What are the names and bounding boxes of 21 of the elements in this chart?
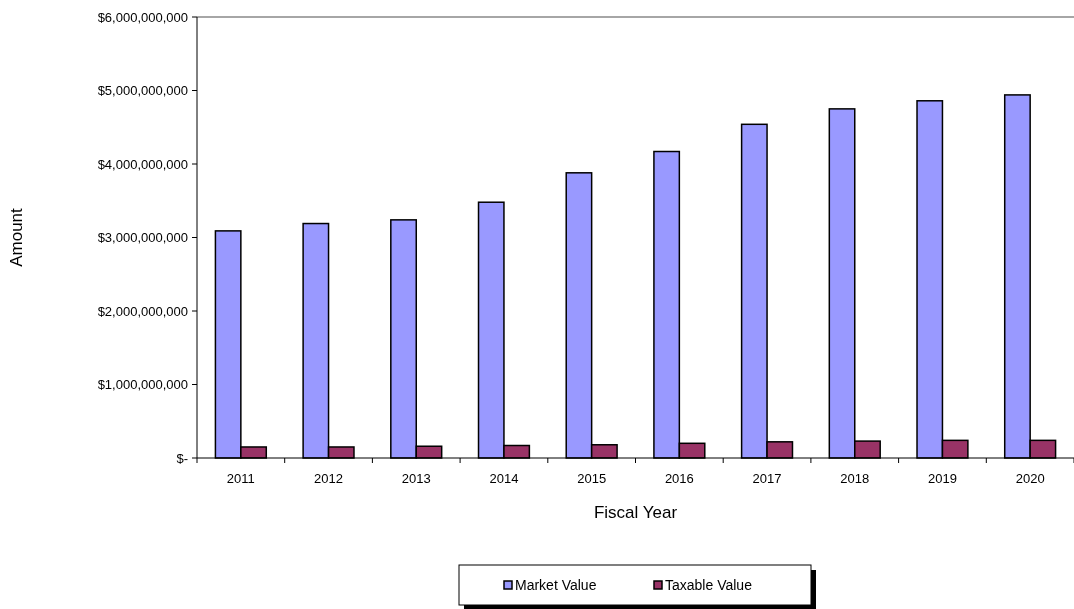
x-tick-label: 2019 xyxy=(927,471,957,486)
legend-label: Market Value xyxy=(515,576,597,593)
x-tick-label: 2017 xyxy=(752,471,782,486)
x-tick-label: 2012 xyxy=(314,471,344,486)
y-tick-label: $- xyxy=(176,450,188,466)
y-tick-label: $1,000,000,000 xyxy=(97,377,188,393)
x-tick-label: 2013 xyxy=(401,471,431,486)
x-tick-label: 2020 xyxy=(1015,471,1045,486)
x-tick-label: 2015 xyxy=(577,471,607,486)
y-tick-label: $3,000,000,000 xyxy=(97,230,188,246)
x-axis-title: Fiscal Year xyxy=(593,503,678,522)
y-tick-label: $4,000,000,000 xyxy=(97,156,188,172)
y-tick-label: $5,000,000,000 xyxy=(97,83,188,99)
legend-label: Taxable Value xyxy=(665,576,753,593)
x-tick-label: 2011 xyxy=(226,471,255,486)
x-tick-label: 2018 xyxy=(840,471,870,486)
x-tick-label: 2016 xyxy=(664,471,694,486)
y-tick-label: $6,000,000,000 xyxy=(97,9,188,25)
y-axis-title: Amount xyxy=(7,207,26,267)
y-tick-label: $2,000,000,000 xyxy=(97,303,188,319)
x-tick-label: 2014 xyxy=(489,471,519,486)
